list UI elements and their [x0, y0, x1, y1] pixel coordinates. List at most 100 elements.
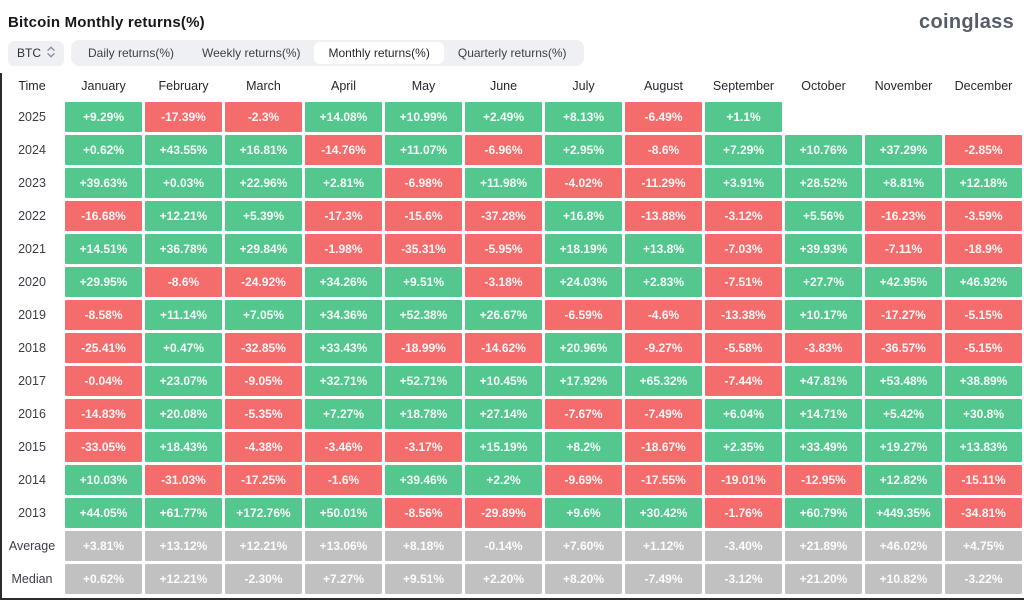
column-header-december: December [954, 79, 1013, 93]
row-label-median: Median [11, 572, 53, 586]
return-cell: +2.35% [705, 432, 782, 462]
page-title: Bitcoin Monthly returns(%) [8, 13, 205, 31]
coinglass-logo: coinglass [919, 10, 1014, 33]
tab-monthly-returns[interactable]: Monthly returns(%) [314, 42, 444, 64]
return-cell: -17.25% [225, 465, 302, 495]
return-cell: -35.31% [385, 234, 462, 264]
return-cell: +11.14% [145, 300, 222, 330]
return-cell: +18.19% [545, 234, 622, 264]
return-cell: +17.92% [545, 366, 622, 396]
return-cell: +34.26% [305, 267, 382, 297]
return-cell: -6.96% [465, 135, 542, 165]
summary-return-cell: +21.20% [785, 564, 862, 594]
return-cell: +39.63% [65, 168, 142, 198]
return-cell: +30.8% [945, 399, 1022, 429]
symbol-selector[interactable]: BTC [8, 40, 64, 66]
return-cell: +38.89% [945, 366, 1022, 396]
returns-table: Time January February March April May June July… [2, 73, 1022, 594]
tab-weekly-returns[interactable]: Weekly returns(%) [188, 42, 314, 64]
summary-return-cell: +4.75% [945, 531, 1022, 561]
return-cell: -16.23% [865, 201, 942, 231]
return-cell: +10.99% [385, 102, 462, 132]
return-cell: +20.08% [145, 399, 222, 429]
summary-return-cell: +10.82% [865, 564, 942, 594]
return-cell: -9.05% [225, 366, 302, 396]
return-cell: +28.52% [785, 168, 862, 198]
return-cell: -2.3% [225, 102, 302, 132]
return-cell: -15.6% [385, 201, 462, 231]
column-header-july: July [572, 79, 595, 93]
return-cell: +15.19% [465, 432, 542, 462]
return-cell: +46.92% [945, 267, 1022, 297]
row-label-2017: 2017 [18, 374, 46, 388]
return-cell: +24.03% [545, 267, 622, 297]
return-cell: +10.03% [65, 465, 142, 495]
summary-return-cell: +12.21% [145, 564, 222, 594]
return-cell: -17.39% [145, 102, 222, 132]
return-cell: +16.81% [225, 135, 302, 165]
summary-return-cell: +7.27% [305, 564, 382, 594]
return-cell: -31.03% [145, 465, 222, 495]
return-cell: +2.49% [465, 102, 542, 132]
return-cell: +0.03% [145, 168, 222, 198]
return-cell: -24.92% [225, 267, 302, 297]
return-cell: +27.14% [465, 399, 542, 429]
return-cell: -3.12% [705, 201, 782, 231]
return-cell: -2.85% [945, 135, 1022, 165]
return-cell: +12.82% [865, 465, 942, 495]
return-cell: +26.67% [465, 300, 542, 330]
return-cell: +33.49% [785, 432, 862, 462]
return-cell: -5.95% [465, 234, 542, 264]
return-cell: -4.02% [545, 168, 622, 198]
symbol-label: BTC [17, 46, 41, 60]
return-cell: +20.96% [545, 333, 622, 363]
return-cell: -7.44% [705, 366, 782, 396]
return-cell: +11.07% [385, 135, 462, 165]
return-cell: -17.55% [625, 465, 702, 495]
return-cell: +11.98% [465, 168, 542, 198]
column-header-september: September [712, 79, 775, 93]
row-label-2014: 2014 [18, 473, 46, 487]
return-cell: +8.81% [865, 168, 942, 198]
summary-return-cell: +8.18% [385, 531, 462, 561]
row-label-2016: 2016 [18, 407, 46, 421]
updown-chevron-icon [47, 46, 55, 61]
return-cell: +29.84% [225, 234, 302, 264]
summary-return-cell: +1.12% [625, 531, 702, 561]
return-cell: -11.29% [625, 168, 702, 198]
return-cell: +36.78% [145, 234, 222, 264]
summary-return-cell: -7.49% [625, 564, 702, 594]
column-header-november: November [874, 79, 933, 93]
return-cell: -0.04% [65, 366, 142, 396]
return-cell: +2.95% [545, 135, 622, 165]
return-cell: -3.83% [785, 333, 862, 363]
return-cell: -17.27% [865, 300, 942, 330]
row-label-2019: 2019 [18, 308, 46, 322]
return-cell: +18.78% [385, 399, 462, 429]
empty-cell [865, 102, 942, 132]
return-cell: +22.96% [225, 168, 302, 198]
return-cell: +10.76% [785, 135, 862, 165]
return-cell: +13.83% [945, 432, 1022, 462]
return-cell: -15.11% [945, 465, 1022, 495]
return-cell: -13.38% [705, 300, 782, 330]
return-cell: +7.27% [305, 399, 382, 429]
return-cell: -18.67% [625, 432, 702, 462]
return-cell: +5.42% [865, 399, 942, 429]
return-cell: -8.58% [65, 300, 142, 330]
column-header-time: Time [18, 79, 46, 93]
summary-return-cell: -3.40% [705, 531, 782, 561]
return-cell: +1.1% [705, 102, 782, 132]
return-cell: -14.83% [65, 399, 142, 429]
return-cell: +2.81% [305, 168, 382, 198]
return-cell: +2.83% [625, 267, 702, 297]
return-cell: +10.17% [785, 300, 862, 330]
return-cell: -5.58% [705, 333, 782, 363]
return-cell: -18.9% [945, 234, 1022, 264]
return-cell: +14.51% [65, 234, 142, 264]
tab-quarterly-returns[interactable]: Quarterly returns(%) [444, 42, 581, 64]
toolbar: BTC Daily returns(%) Weekly returns(%) Mon… [0, 40, 1024, 66]
topbar: Bitcoin Monthly returns(%) coinglass [0, 0, 1024, 40]
tab-daily-returns[interactable]: Daily returns(%) [74, 42, 188, 64]
